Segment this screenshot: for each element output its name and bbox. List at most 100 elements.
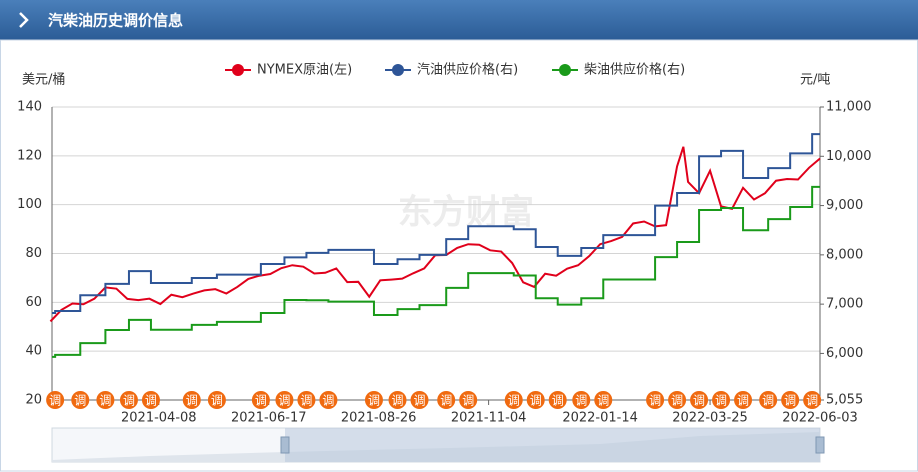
adjust-marker [96,391,115,409]
adjust-marker [690,391,709,409]
adjust-label: 调 [211,394,223,408]
legend-label: NYMEX原油(左) [257,63,352,78]
adjust-marker [437,391,456,409]
header-bar [0,0,918,40]
panel-border [0,39,918,472]
adjust-marker [410,391,429,409]
adjust-label: 调 [123,394,135,408]
legend-label: 汽油供应价格(右) [417,62,518,78]
adjust-marker [319,391,338,409]
y-tick-label: 120 [17,148,42,163]
zoom-slider[interactable] [51,427,825,463]
slider-handle[interactable] [815,436,825,454]
legend-item[interactable]: NYMEX原油(左) [225,63,352,78]
chevron-icon [19,12,29,28]
legend-item[interactable]: 柴油供应价格(右) [552,62,685,78]
adjust-marker [251,391,270,409]
adjust-label: 调 [552,394,564,408]
adjust-marker [182,391,201,409]
adjust-label: 调 [737,394,749,408]
adjust-marker [668,391,687,409]
adjust-marker [803,391,822,409]
adjust-label: 调 [186,394,198,408]
adjust-marker [594,391,613,409]
legend-item[interactable]: 汽油供应价格(右) [385,62,518,78]
adjust-marker [759,391,778,409]
x-tick-label: 2022-01-14 [562,411,638,426]
adjust-marker [364,391,383,409]
adjust-label: 调 [508,394,520,408]
y2-axis-label: 元/吨 [800,73,830,88]
x-tick-label: 2022-06-03 [782,411,858,426]
x-tick-label: 2021-08-26 [341,411,417,426]
x-tick-label: 2021-06-17 [231,411,307,426]
series-line [52,185,820,358]
x-tick-label: 2022-03-25 [672,411,748,426]
adjust-label: 调 [99,394,111,408]
y-axis-label: 美元/桶 [22,73,65,88]
adjust-marker [504,391,523,409]
adjust-label: 调 [414,394,426,408]
y-tick-label: 140 [17,100,42,115]
adjust-label: 调 [649,394,661,408]
adjust-marker [46,391,65,409]
adjust-label: 调 [530,394,542,408]
adjust-marker [734,391,753,409]
adjust-marker [459,391,478,409]
y-tick-label: 100 [17,197,42,212]
adjust-label: 调 [784,394,796,408]
legend-dot [392,64,404,76]
adjust-marker [297,391,316,409]
adjust-label: 调 [255,394,267,408]
adjust-marker [119,391,138,409]
adjust-label: 调 [462,394,474,408]
y2-tick-label: 11,000 [826,100,872,115]
y2-tick-label: 6,000 [826,346,863,361]
adjust-marker [141,391,160,409]
y2-tick-label: 8,000 [826,247,863,262]
adjust-label: 调 [322,394,334,408]
adjust-marker [781,391,800,409]
adjust-label: 调 [300,394,312,408]
legend-label: 柴油供应价格(右) [584,62,685,78]
slider-window[interactable] [285,428,820,462]
adjust-label: 调 [278,394,290,408]
adjust-label: 调 [762,394,774,408]
adjust-label: 调 [368,394,380,408]
y2-tick-label: 5,055 [826,393,863,408]
y2-tick-label: 10,000 [826,149,872,164]
y2-tick-label: 9,000 [826,198,863,213]
slider-handle[interactable] [280,436,290,454]
adjust-marker [71,391,90,409]
adjust-marker [712,391,731,409]
x-tick-label: 2021-04-08 [121,411,197,426]
adjust-marker [275,391,294,409]
header-title: 汽柴油历史调价信息 [48,12,183,30]
legend-dot [559,64,571,76]
adjust-label: 调 [74,394,86,408]
series-line [49,146,821,323]
adjust-marker [207,391,226,409]
adjust-label: 调 [693,394,705,408]
y-tick-label: 40 [25,344,42,359]
adjust-marker [572,391,591,409]
adjust-marker [646,391,665,409]
adjust-marker [548,391,567,409]
adjust-label: 调 [671,394,683,408]
legend-dot [232,64,244,76]
y-tick-label: 20 [25,393,42,408]
adjust-marker [526,391,545,409]
adjust-marker [388,391,407,409]
adjust-label: 调 [715,394,727,408]
x-tick-label: 2021-11-04 [451,411,527,426]
adjust-label: 调 [49,394,61,408]
adjust-label: 调 [440,394,452,408]
adjust-label: 调 [597,394,609,408]
adjust-label: 调 [145,394,157,408]
y-tick-label: 80 [25,246,42,261]
adjust-label: 调 [575,394,587,408]
y-tick-label: 60 [25,295,42,310]
adjust-label: 调 [392,394,404,408]
adjust-label: 调 [806,394,818,408]
